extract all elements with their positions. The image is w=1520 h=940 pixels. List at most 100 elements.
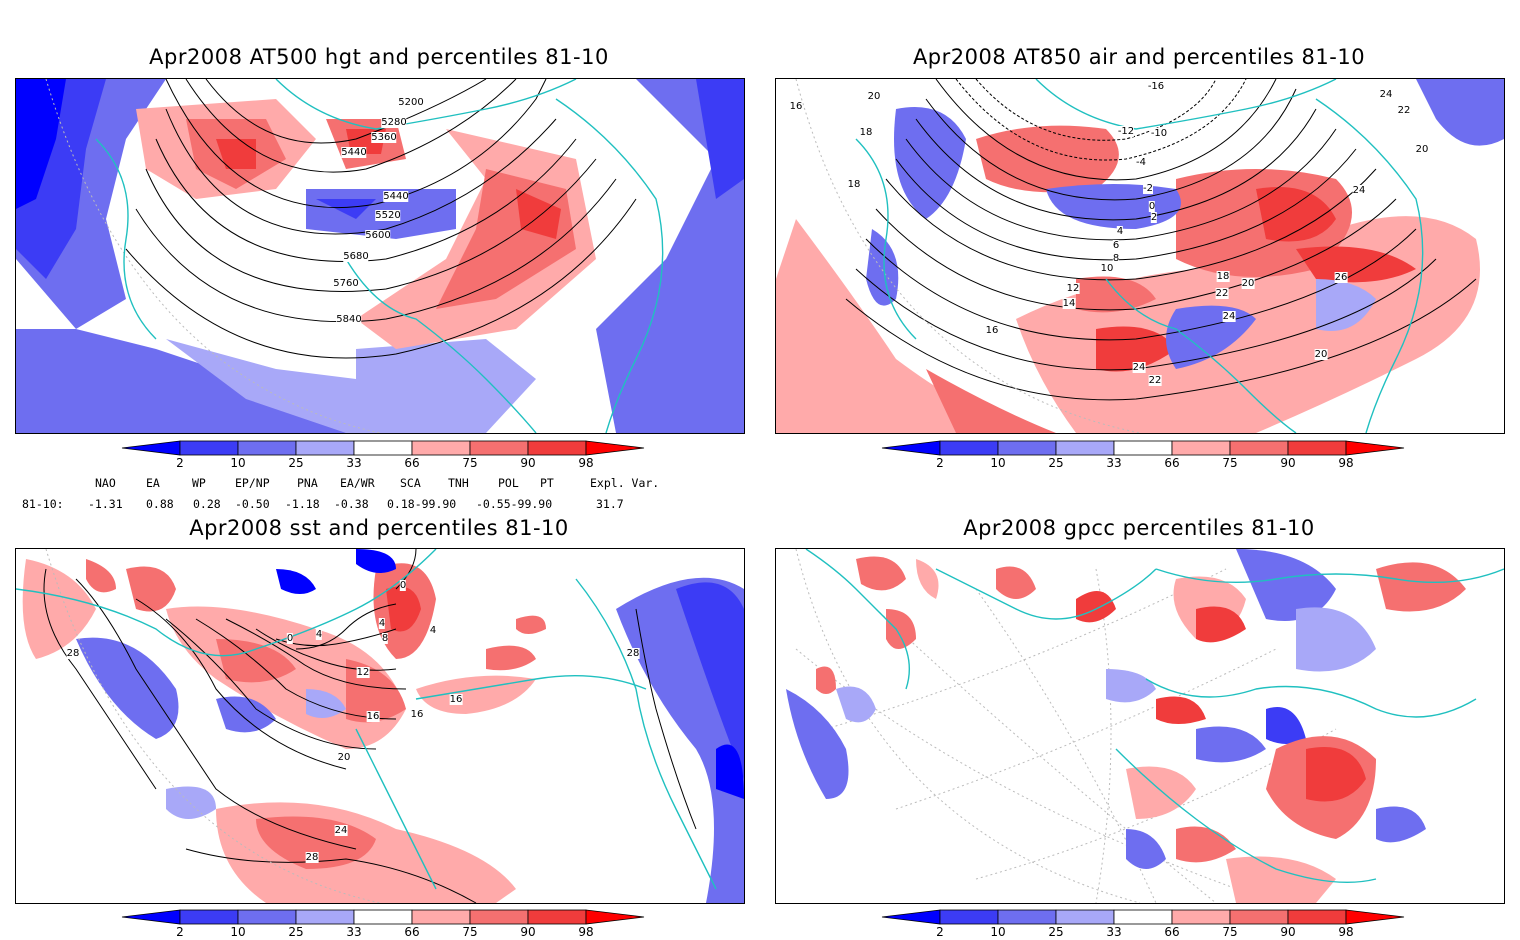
contour-label: 0 bbox=[399, 580, 407, 591]
colorbar-tick-label: 90 bbox=[520, 456, 536, 470]
contour-label: 5440 bbox=[341, 147, 367, 158]
contour-label: 24 bbox=[1379, 89, 1393, 100]
index-value: -0.55-99.90 bbox=[476, 497, 553, 511]
colorbar-segment bbox=[585, 440, 645, 456]
colorbar-tick-label: 2 bbox=[936, 456, 944, 470]
index-value: 31.7 bbox=[596, 497, 624, 511]
colorbar-segment bbox=[1229, 440, 1289, 456]
contour-label: 24 bbox=[1132, 362, 1146, 373]
colorbar-segment bbox=[1113, 440, 1173, 456]
contour-label: 5840 bbox=[336, 314, 362, 325]
contour-label: 20 bbox=[1314, 349, 1328, 360]
contour-label: 22 bbox=[1148, 375, 1162, 386]
colorbar-segment bbox=[469, 440, 529, 456]
contour-label: 4 bbox=[315, 629, 323, 640]
colorbar-tick-label: 2 bbox=[176, 925, 184, 939]
colorbar-segment bbox=[527, 440, 587, 456]
contour-label: 16 bbox=[449, 694, 463, 705]
colorbar-top-left: 2 10 25 33 66 75 90 98 bbox=[115, 440, 645, 470]
colorbar-segment bbox=[1345, 440, 1405, 456]
contour-label: 16 bbox=[366, 711, 380, 722]
colorbar-tick-label: 33 bbox=[346, 925, 362, 939]
colorbar-segment bbox=[585, 909, 645, 925]
contour-label: -16 bbox=[1147, 81, 1165, 92]
contour-label: 26 bbox=[1334, 272, 1348, 283]
index-value: -1.18 bbox=[285, 497, 320, 511]
colorbar-tick-label: 10 bbox=[990, 925, 1006, 939]
contour-label: 5440 bbox=[383, 191, 409, 202]
contour-label: 16 bbox=[985, 325, 999, 336]
contour-label: 24 bbox=[1222, 311, 1236, 322]
colorbar-segment bbox=[1287, 440, 1347, 456]
colorbar-segment bbox=[1055, 909, 1115, 925]
contour-label: 22 bbox=[1215, 288, 1229, 299]
colorbar-segment bbox=[179, 440, 239, 456]
panel-title-hgt500: Apr2008 AT500 hgt and percentiles 81-10 bbox=[149, 45, 609, 69]
colorbar-segment bbox=[997, 909, 1057, 925]
contour-label: 5600 bbox=[365, 230, 391, 241]
map-gpcc bbox=[775, 548, 1505, 904]
contour-label: 12 bbox=[1066, 283, 1080, 294]
colorbar-segment bbox=[237, 440, 297, 456]
colorbar-segment bbox=[939, 909, 999, 925]
colorbar-segment bbox=[353, 909, 413, 925]
index-value: -1.31 bbox=[88, 497, 123, 511]
contour-label: 20 bbox=[337, 752, 351, 763]
contour-label: -4 bbox=[1136, 157, 1146, 168]
colorbar-tick-label: 98 bbox=[578, 456, 594, 470]
contour-label: 16 bbox=[410, 709, 424, 720]
index-value: 0.88 bbox=[146, 497, 174, 511]
index-header: TNH bbox=[448, 476, 469, 490]
colorbar-tick-label: 10 bbox=[230, 925, 246, 939]
contour-label: 8 bbox=[1112, 253, 1120, 264]
contour-label: 20 bbox=[1415, 144, 1429, 155]
colorbar-tick-label: 75 bbox=[462, 456, 478, 470]
contour-label: 5200 bbox=[398, 97, 424, 108]
colorbar-segment bbox=[469, 909, 529, 925]
colorbar-segment bbox=[527, 909, 587, 925]
colorbar-tick-label: 2 bbox=[936, 925, 944, 939]
panel-title-air850: Apr2008 AT850 air and percentiles 81-10 bbox=[912, 45, 1366, 69]
contour-label: 18 bbox=[847, 179, 861, 190]
contour-label: 16 bbox=[789, 101, 803, 112]
contour-label: 5360 bbox=[371, 132, 397, 143]
colorbar-swatches bbox=[121, 440, 645, 456]
colorbar-segment bbox=[1287, 909, 1347, 925]
colorbar-segment bbox=[1055, 440, 1115, 456]
contour-label: 0 bbox=[286, 633, 294, 644]
colorbar-tick-label: 66 bbox=[404, 456, 420, 470]
contour-label: 4 bbox=[1116, 226, 1124, 237]
colorbar-tick-label: 90 bbox=[1280, 456, 1296, 470]
colorbar-tick-label: 98 bbox=[578, 925, 594, 939]
index-header: WP bbox=[192, 476, 206, 490]
contour-label: 5680 bbox=[343, 251, 369, 262]
colorbar-segment bbox=[411, 440, 471, 456]
colorbar-tick-label: 33 bbox=[1106, 925, 1122, 939]
colorbar-tick-label: 98 bbox=[1338, 456, 1354, 470]
contour-label: 2 bbox=[1150, 212, 1158, 223]
hemisphere-boundary bbox=[795, 79, 1141, 433]
contour-label: 5280 bbox=[381, 117, 407, 128]
colorbar-tick-label: 25 bbox=[1048, 925, 1064, 939]
contour-label: 24 bbox=[334, 825, 348, 836]
index-value: -0.50 bbox=[235, 497, 270, 511]
index-header: SCA bbox=[400, 476, 421, 490]
colorbar-segment bbox=[295, 440, 355, 456]
colorbar-tick-label: 2 bbox=[176, 456, 184, 470]
colorbar-segment bbox=[121, 909, 181, 925]
coastlines bbox=[805, 549, 1504, 884]
colorbar-tick-label: 75 bbox=[1222, 925, 1238, 939]
map-hgt500: 5200 5280 5360 5440 5440 5520 5600 5680 … bbox=[15, 78, 745, 434]
contour-label: 5760 bbox=[333, 278, 359, 289]
map-sst: 0 0 4 4 4 8 12 16 16 16 20 24 28 28 28 bbox=[15, 548, 745, 904]
map-gpcc-canvas bbox=[786, 549, 1504, 903]
contour-label: 6 bbox=[1112, 240, 1120, 251]
contour-label: 28 bbox=[626, 648, 640, 659]
colorbar-segment bbox=[1171, 440, 1231, 456]
contour-label: 28 bbox=[66, 648, 80, 659]
colorbar-segment bbox=[1229, 909, 1289, 925]
colorbar-segment bbox=[295, 909, 355, 925]
colorbar-tick-label: 25 bbox=[288, 925, 304, 939]
colorbar-swatches bbox=[881, 909, 1405, 925]
colorbar-segment bbox=[179, 909, 239, 925]
